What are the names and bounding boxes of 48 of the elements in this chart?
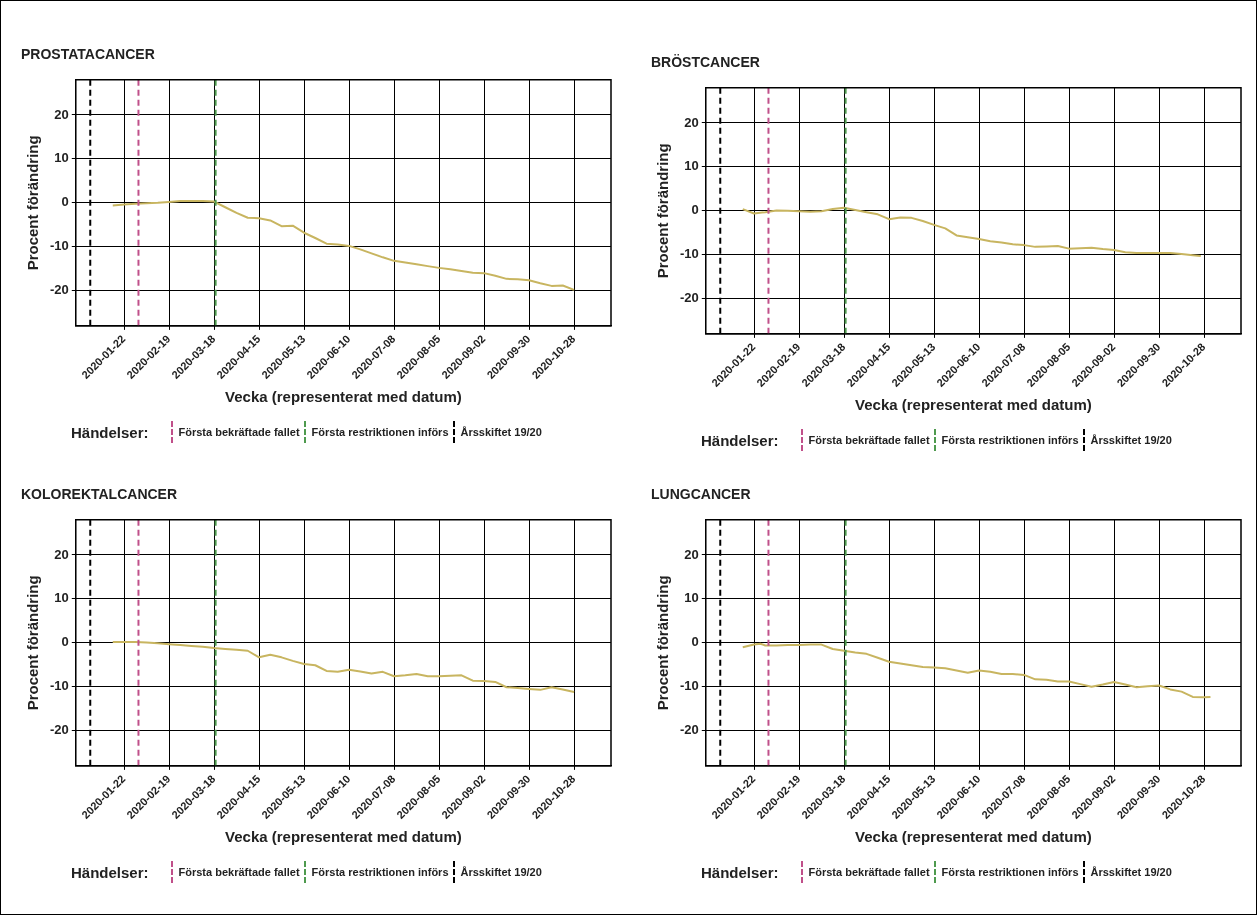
chart-title: PROSTATACANCER (21, 46, 155, 63)
legend-label: Årsskiftet 19/20 (1090, 434, 1172, 446)
y-tick-label: 0 (691, 202, 699, 218)
y-tick-label: 0 (61, 194, 69, 210)
chart-title: KOLOREKTALCANCER (21, 486, 178, 503)
x-axis-title: Vecka (representerat med datum) (225, 828, 462, 846)
y-tick-label: 20 (54, 106, 69, 122)
y-tick-label: -10 (679, 678, 699, 694)
chart-title: BRÖSTCANCER (651, 54, 760, 71)
legend-label: Årsskiftet 19/20 (1090, 866, 1172, 878)
legend-title: Händelser: (701, 863, 779, 881)
y-tick-label: -10 (49, 238, 69, 254)
legend-label: Årsskiftet 19/20 (460, 866, 542, 878)
legend-title: Händelser: (71, 423, 149, 441)
legend-title: Händelser: (71, 863, 149, 881)
y-tick-label: 10 (54, 590, 69, 606)
y-axis-title: Procent förändring (24, 135, 42, 271)
x-axis-title: Vecka (representerat med datum) (855, 828, 1092, 846)
y-axis-title: Procent förändring (24, 575, 42, 711)
legend-label: Första restriktionen införs (941, 866, 1079, 878)
legend-label: Första bekräftade fallet (808, 866, 930, 878)
y-tick-label: 10 (54, 150, 69, 166)
legend-label: Första restriktionen införs (311, 866, 449, 878)
y-tick-label: 10 (684, 590, 699, 606)
y-tick-label: 20 (684, 546, 699, 562)
y-tick-label: -10 (49, 678, 69, 694)
legend-label: Första restriktionen införs (311, 426, 449, 438)
y-tick-label: -20 (679, 290, 699, 306)
legend-label: Första bekräftade fallet (178, 866, 300, 878)
x-axis-title: Vecka (representerat med datum) (855, 396, 1092, 414)
y-tick-label: 20 (684, 114, 699, 130)
y-tick-label: -20 (49, 722, 69, 738)
x-axis-title: Vecka (representerat med datum) (225, 388, 462, 406)
legend-title: Händelser: (701, 431, 779, 449)
legend-label: Första restriktionen införs (941, 434, 1079, 446)
y-axis-title: Procent förändring (654, 575, 672, 711)
legend-label: Årsskiftet 19/20 (460, 426, 542, 438)
chart-title: LUNGCANCER (651, 486, 751, 503)
y-tick-label: -20 (49, 282, 69, 298)
legend-label: Första bekräftade fallet (808, 434, 930, 446)
y-tick-label: 10 (684, 158, 699, 174)
y-tick-label: 20 (54, 546, 69, 562)
y-tick-label: -10 (679, 246, 699, 262)
legend-label: Första bekräftade fallet (178, 426, 300, 438)
y-tick-label: 0 (691, 634, 699, 650)
y-tick-label: -20 (679, 722, 699, 738)
y-axis-title: Procent förändring (654, 143, 672, 279)
y-tick-label: 0 (61, 634, 69, 650)
